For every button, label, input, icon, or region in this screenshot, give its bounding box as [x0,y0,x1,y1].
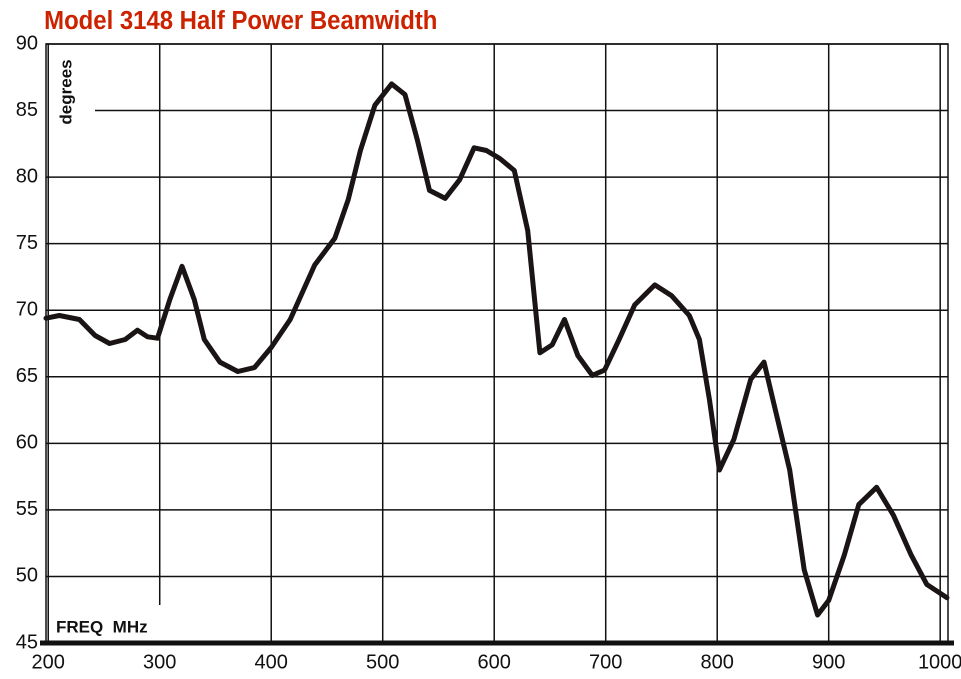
y-tick-label: 50 [16,565,38,587]
y-tick-label: 60 [16,432,38,454]
plot-border [45,43,949,644]
y-tick-label: 80 [16,165,38,187]
x-axis-label: FREQ MHz [56,617,148,636]
chart-title: Model 3148 Half Power Beamwidth [44,6,437,35]
x-tick-label: 600 [478,651,511,673]
y-tick-label: 65 [16,365,38,387]
x-tick-label: 1000 [918,651,961,673]
x-tick-label: 800 [701,651,734,673]
y-tick-label: 90 [16,32,38,54]
x-tick-label: 900 [812,651,845,673]
y-tick-label: 55 [16,498,38,520]
x-tick-label: 400 [255,651,288,673]
y-axis-label: degrees [56,59,75,124]
y-tick-label: 70 [16,299,38,321]
x-tick-label: 700 [589,651,622,673]
y-tick-label: 85 [16,99,38,121]
y-tick-label: 45 [16,631,38,653]
x-tick-label: 500 [366,651,399,673]
y-tick-label: 75 [16,232,38,254]
x-tick-label: 300 [143,651,176,673]
x-tick-label: 200 [32,651,65,673]
data-line [43,81,950,618]
